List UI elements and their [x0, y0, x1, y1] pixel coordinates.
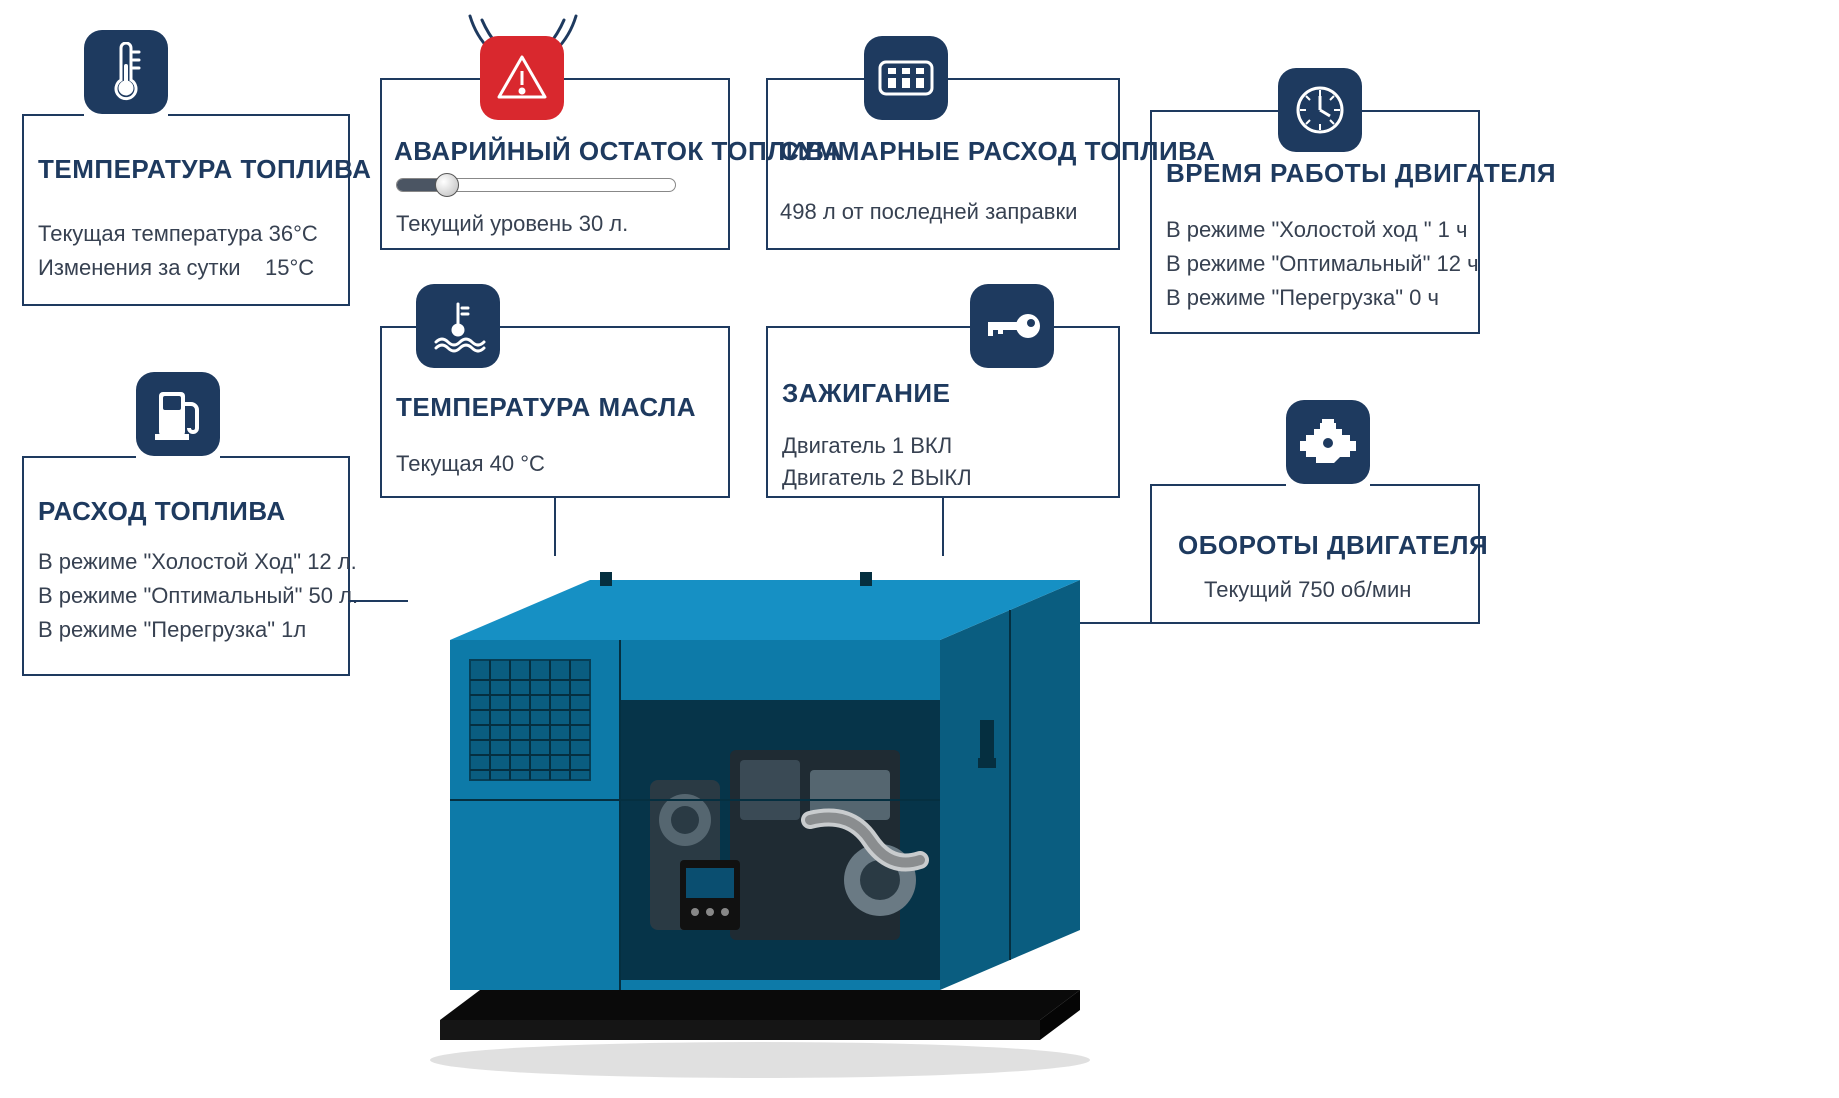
- engine-icon: [1286, 400, 1370, 484]
- oil-temp-title: ТЕМПЕРАТУРА МАСЛА: [396, 392, 696, 423]
- consumption-line2: В режиме "Оптимальный" 50 л.: [38, 580, 358, 612]
- consumption-title: РАСХОД ТОПЛИВА: [38, 496, 286, 527]
- fuel-alert-title: АВАРИЙНЫЙ ОСТАТОК ТОПЛИВА: [394, 136, 842, 167]
- fuel-temp-line2: Изменения за сутки 15°C: [38, 252, 314, 284]
- consumption-line1: В режиме "Холостой Ход" 12 л.: [38, 546, 357, 578]
- runtime-line3: В режиме "Перегрузка" 0 ч: [1166, 282, 1439, 314]
- consumption-line3: В режиме "Перегрузка" 1л: [38, 614, 306, 646]
- runtime-line2: В режиме "Оптимальный" 12 ч: [1166, 248, 1479, 280]
- ignition-title: ЗАЖИГАНИЕ: [782, 378, 950, 409]
- oil-temp-line1: Текущая 40 °C: [396, 448, 545, 480]
- runtime-title: ВРЕМЯ РАБОТЫ ДВИГАТЕЛЯ: [1166, 158, 1556, 189]
- oil-temp-icon: [416, 284, 500, 368]
- fuel-level-slider[interactable]: [396, 178, 676, 192]
- ignition-line1: Двигатель 1 ВКЛ: [782, 430, 952, 462]
- rpm-title: ОБОРОТЫ ДВИГАТЕЛЯ: [1178, 530, 1488, 561]
- clock-icon: [1278, 68, 1362, 152]
- total-consumption-line1: 498 л от последней заправки: [780, 196, 1077, 228]
- alert-icon: [480, 36, 564, 120]
- fuel-temp-title: ТЕМПЕРАТУРА ТОПЛИВА: [38, 154, 371, 185]
- fuel-temp-line1: Текущая температура 36°C: [38, 218, 318, 250]
- odometer-icon: [864, 36, 948, 120]
- runtime-line1: В режиме "Холостой ход " 1 ч: [1166, 214, 1467, 246]
- fuel-alert-line1: Текущий уровень 30 л.: [396, 208, 628, 240]
- ignition-line2: Двигатель 2 ВЫКЛ: [782, 462, 972, 494]
- thermometer-icon: [84, 30, 168, 114]
- generator-illustration: [380, 520, 1100, 1080]
- rpm-line1: Текущий 750 об/мин: [1204, 574, 1411, 606]
- fuel-pump-icon: [136, 372, 220, 456]
- key-icon: [970, 284, 1054, 368]
